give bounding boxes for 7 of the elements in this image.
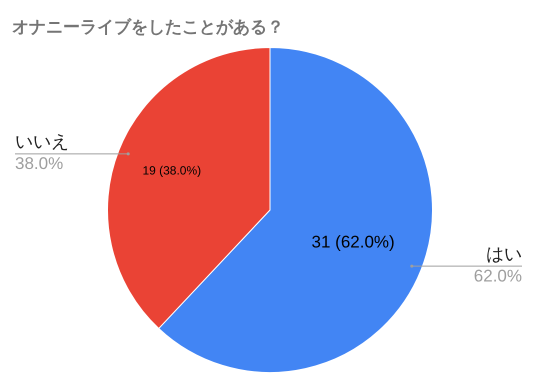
chart-title: オナニーライブをしたことがある？ (12, 17, 284, 38)
text: 38.0% (15, 154, 64, 174)
slice-label: はい (486, 244, 522, 265)
slice-label: いいえ (15, 132, 69, 153)
data-label: 19 (38.0%) (142, 163, 202, 178)
text: 62.0% (474, 266, 522, 286)
data-label: 31 (62.0%) (312, 232, 395, 252)
